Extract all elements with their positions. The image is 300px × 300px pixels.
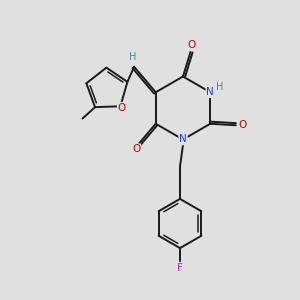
Text: H: H <box>129 52 136 62</box>
Text: H: H <box>216 82 224 92</box>
Text: O: O <box>238 120 247 130</box>
Text: F: F <box>177 262 183 273</box>
Text: O: O <box>118 103 126 113</box>
Text: O: O <box>132 144 140 154</box>
Text: O: O <box>187 40 195 50</box>
Text: N: N <box>206 87 214 97</box>
Text: N: N <box>179 134 187 145</box>
